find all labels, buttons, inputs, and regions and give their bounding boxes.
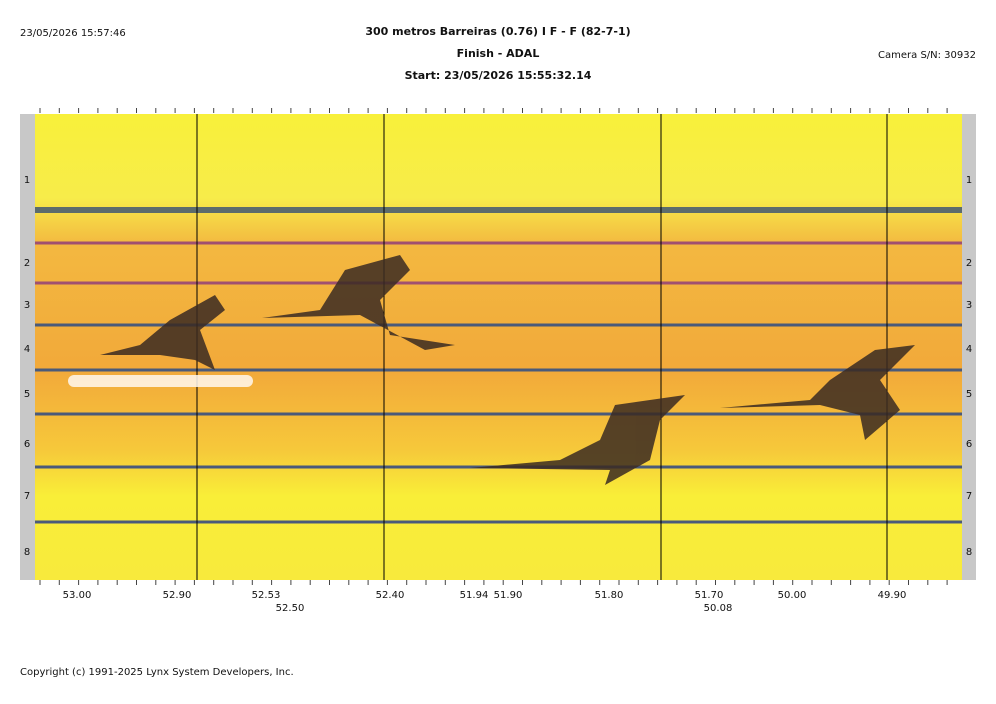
lane-divider	[35, 323, 962, 327]
time-label: 53.00	[63, 590, 92, 601]
time-label: 50.00	[778, 590, 807, 601]
time-label: 52.90	[163, 590, 192, 601]
lane-divider	[35, 281, 962, 285]
time-label: 51.90	[494, 590, 523, 601]
lane-divider	[35, 412, 962, 416]
runner	[470, 395, 685, 485]
time-label: 52.50	[276, 603, 305, 614]
time-label: 49.90	[878, 590, 907, 601]
timestamp: 23/05/2026 15:57:46	[20, 28, 126, 39]
runner	[262, 255, 455, 350]
lane-number: 2	[24, 258, 30, 269]
lane-divider	[35, 368, 962, 372]
runner	[100, 295, 225, 370]
time-label: 51.70	[695, 590, 724, 601]
time-label: 51.80	[595, 590, 624, 601]
time-label: 51.94	[460, 590, 489, 601]
lane-number: 1	[966, 175, 972, 186]
lane-number: 7	[24, 491, 30, 502]
lane-bar	[20, 114, 35, 580]
lane-number: 8	[24, 547, 30, 558]
title-line: 300 metros Barreiras (0.76) I F - F (82-…	[365, 25, 630, 38]
lane-divider	[35, 520, 962, 524]
time-label: 50.08	[704, 603, 733, 614]
shadow	[68, 375, 253, 387]
title-line: Finish - ADAL	[457, 47, 540, 60]
time-label: 52.53	[252, 590, 281, 601]
lane-number: 5	[24, 389, 30, 400]
lane-number: 3	[24, 300, 30, 311]
lane-number: 1	[24, 175, 30, 186]
lane-number: 5	[966, 389, 972, 400]
lane-number: 8	[966, 547, 972, 558]
time-label: 52.40	[376, 590, 405, 601]
copyright: Copyright (c) 1991-2025 Lynx System Deve…	[20, 667, 294, 678]
lane-divider	[35, 207, 962, 213]
lane-number: 6	[24, 439, 30, 450]
lane-number: 4	[966, 344, 972, 355]
lane-number: 4	[24, 344, 30, 355]
runners	[68, 255, 915, 485]
runner	[720, 345, 915, 440]
lane-divider	[35, 241, 962, 245]
lane-number: 3	[966, 300, 972, 311]
title-line: Start: 23/05/2026 15:55:32.14	[405, 69, 592, 82]
lane-bar	[962, 114, 976, 580]
lane-number: 6	[966, 439, 972, 450]
camera: Camera S/N: 30932	[878, 50, 976, 61]
lane-number: 2	[966, 258, 972, 269]
lane-number: 7	[966, 491, 972, 502]
